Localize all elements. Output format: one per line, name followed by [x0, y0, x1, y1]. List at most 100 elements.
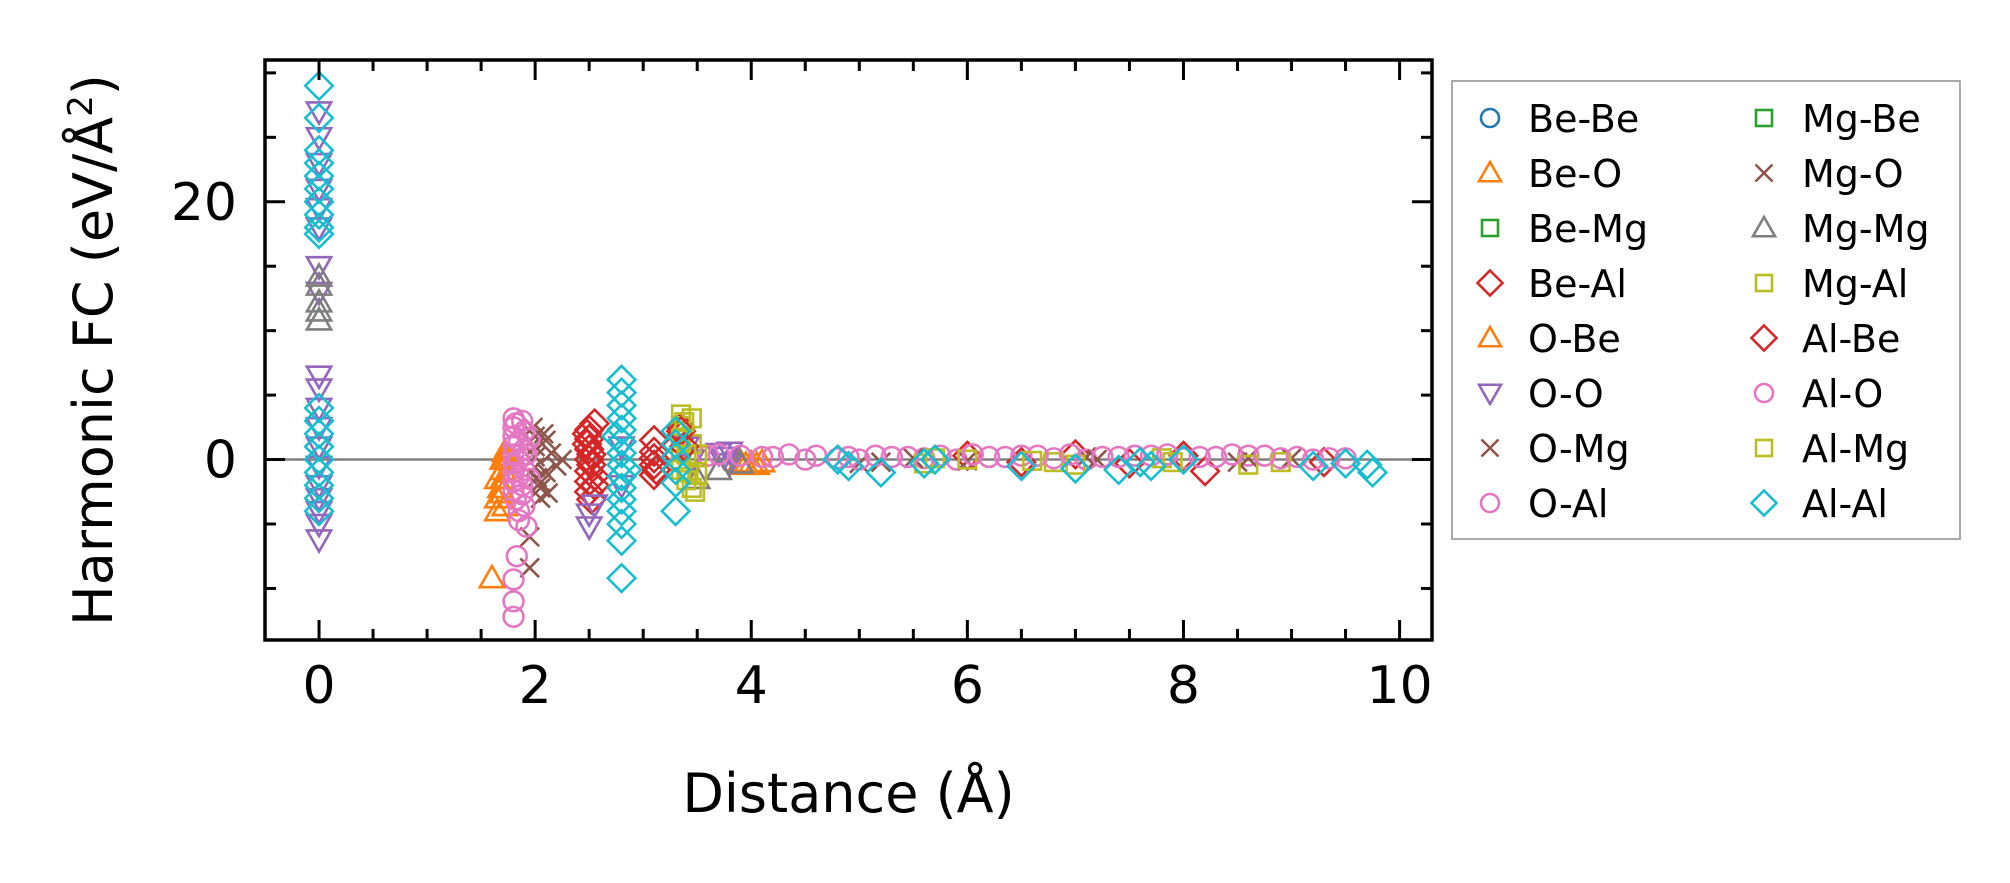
- x-tick-label: 4: [735, 656, 768, 716]
- y-axis-label: Harmonic FC (eV/Å2): [61, 74, 125, 626]
- legend-label-al-be: Al-Be: [1802, 317, 1900, 361]
- data-point-al-o: [515, 443, 538, 466]
- data-point-al-al: [660, 495, 692, 527]
- data-point-al-o: [729, 444, 752, 467]
- data-point-al-al: [303, 218, 335, 250]
- data-point-be-al: [638, 424, 670, 456]
- legend-marker-o-mg: [1480, 438, 1500, 458]
- data-point-o-al: [505, 545, 528, 568]
- legend: Be-Be Be-O Be-Mg Be-Al O-Be O-O O-Mg O-Al Mg-Be M…: [1451, 80, 1961, 540]
- data-point-al-be: [571, 418, 603, 450]
- legend-marker-mg-al: [1754, 273, 1774, 293]
- data-point-al-o: [1026, 444, 1049, 467]
- data-point-o-o: [607, 474, 636, 501]
- legend-marker-mg-be: [1754, 108, 1774, 128]
- legend-marker-al-be: [1749, 323, 1779, 353]
- x-tick-label: 8: [1167, 656, 1200, 716]
- data-point-be-al: [638, 449, 670, 481]
- data-point-be-al: [638, 436, 670, 468]
- data-point-al-o: [510, 483, 534, 506]
- data-point-al-al: [605, 437, 638, 469]
- data-point-o-mg: [541, 442, 562, 464]
- data-point-o-o: [304, 474, 334, 501]
- data-point-al-al: [303, 102, 335, 134]
- legend-label-mg-al: Mg-Al: [1802, 262, 1908, 306]
- data-point-al-o: [1220, 443, 1244, 466]
- legend-marker-be-o: [1476, 159, 1504, 183]
- data-point-o-mg: [551, 449, 573, 470]
- data-point-al-al: [303, 482, 335, 514]
- data-point-al-o: [513, 494, 536, 518]
- data-point-al-al: [611, 454, 643, 486]
- data-point-al-o: [750, 445, 774, 469]
- data-point-al-al: [1329, 447, 1362, 480]
- data-point-al-o: [961, 443, 984, 466]
- data-point-al-al: [1124, 446, 1156, 478]
- data-point-o-al: [977, 445, 1001, 469]
- x-tick-label: 10: [1366, 656, 1432, 716]
- data-point-al-al: [303, 199, 335, 231]
- data-point-al-o: [837, 445, 860, 469]
- data-point-o-al: [1172, 447, 1195, 470]
- data-point-mg-mg: [304, 296, 334, 322]
- legend-label-be-al: Be-Al: [1528, 262, 1627, 306]
- legend-label-mg-o: Mg-O: [1802, 152, 1904, 196]
- data-point-o-o: [304, 365, 334, 391]
- data-point-al-al: [908, 447, 940, 480]
- data-point-o-al: [502, 443, 525, 466]
- legend-marker-al-al: [1749, 488, 1779, 518]
- data-point-o-al: [1010, 444, 1033, 467]
- data-point-al-al: [605, 495, 638, 527]
- legend-marker-be-al: [1475, 268, 1505, 298]
- x-tick-label: 2: [519, 656, 552, 716]
- data-point-al-al: [605, 460, 638, 492]
- data-point-be-al: [573, 433, 605, 465]
- data-point-mg-mg: [304, 261, 334, 287]
- data-point-o-al: [507, 508, 531, 532]
- data-point-o-al: [794, 448, 817, 471]
- data-point-al-al: [1005, 450, 1037, 482]
- data-point-be-al: [573, 443, 605, 476]
- legend-marker-mg-mg: [1750, 214, 1778, 238]
- data-point-mg-o: [535, 429, 557, 451]
- data-point-al-mg: [674, 412, 695, 433]
- data-point-al-be: [575, 438, 607, 470]
- data-point-be-o: [742, 449, 771, 476]
- data-point-o-al: [696, 444, 720, 467]
- legend-marker-be-be: [1479, 107, 1501, 129]
- data-point-al-al: [1351, 449, 1383, 481]
- legend-label-o-o: O-O: [1528, 372, 1604, 416]
- data-point-al-al: [865, 456, 897, 489]
- data-point-al-al: [1135, 450, 1167, 482]
- data-point-mg-o: [537, 482, 559, 504]
- data-point-mg-mg: [304, 270, 334, 296]
- data-point-o-al: [1301, 448, 1325, 471]
- legend-label-mg-mg: Mg-Mg: [1802, 207, 1930, 251]
- data-point-al-al: [605, 525, 638, 557]
- data-point-al-al: [1356, 456, 1389, 489]
- data-point-al-al: [1103, 454, 1135, 486]
- legend-box: [1451, 80, 1961, 540]
- data-point-o-o: [304, 529, 334, 555]
- data-point-o-al: [518, 427, 541, 451]
- data-point-al-be: [638, 442, 670, 474]
- data-point-o-o: [304, 500, 334, 526]
- legend-label-al-mg: Al-Mg: [1802, 427, 1909, 471]
- data-point-al-o: [1253, 444, 1276, 467]
- legend-marker-al-o: [1753, 382, 1775, 404]
- data-point-al-al: [1059, 452, 1092, 485]
- data-point-al-al: [1297, 450, 1329, 482]
- plot-frame: [263, 58, 1434, 642]
- y-tick-label: 0: [204, 431, 237, 491]
- x-tick-label: 6: [951, 656, 984, 716]
- data-point-al-mg: [1162, 452, 1183, 473]
- legend-marker-al-mg: [1754, 438, 1774, 458]
- data-point-mg-mg: [304, 305, 334, 331]
- data-point-o-mg: [533, 423, 555, 445]
- data-point-al-mg: [684, 481, 706, 502]
- data-point-al-al: [832, 450, 865, 482]
- data-point-o-o: [304, 255, 334, 281]
- legend-marker-o-be: [1476, 324, 1504, 348]
- legend-label-be-be: Be-Be: [1528, 97, 1639, 141]
